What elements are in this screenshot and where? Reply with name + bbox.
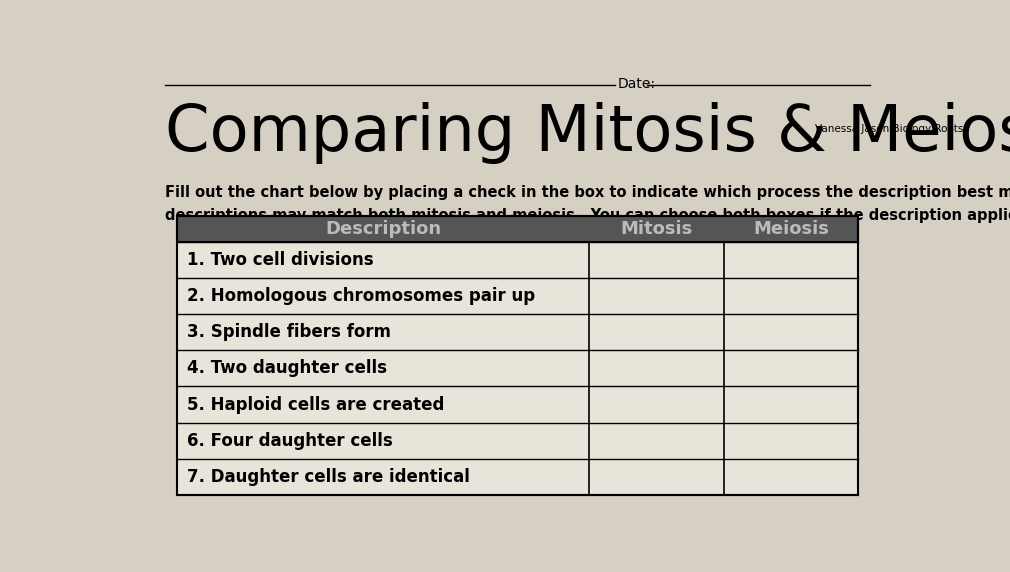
Text: Date:: Date: [618,77,655,90]
Bar [177,350,858,387]
Text: Meiosis: Meiosis [753,220,829,238]
Text: 7. Daughter cells are identical: 7. Daughter cells are identical [187,468,470,486]
Text: 2. Homologous chromosomes pair up: 2. Homologous chromosomes pair up [187,287,534,305]
Bar [177,216,858,242]
Bar [177,423,858,459]
Text: Fill out the chart below by placing a check in the box to indicate which process: Fill out the chart below by placing a ch… [166,185,1010,223]
Bar [177,278,858,314]
Bar [177,387,858,423]
Text: Mitosis: Mitosis [620,220,693,238]
Bar [177,459,858,495]
Text: 4. Two daughter cells: 4. Two daughter cells [187,359,387,378]
Text: Comparing Mitosis & Meiosis: Comparing Mitosis & Meiosis [166,101,1010,164]
Text: 3. Spindle fibers form: 3. Spindle fibers form [187,323,391,341]
Bar [177,314,858,350]
Text: 1. Two cell divisions: 1. Two cell divisions [187,251,373,269]
Text: Description: Description [325,220,441,238]
Bar [177,216,858,495]
Text: 5. Haploid cells are created: 5. Haploid cells are created [187,396,444,414]
Text: Vanessa Jason Biology Roots: Vanessa Jason Biology Roots [815,124,964,134]
Text: 6. Four daughter cells: 6. Four daughter cells [187,432,392,450]
Bar [177,242,858,278]
